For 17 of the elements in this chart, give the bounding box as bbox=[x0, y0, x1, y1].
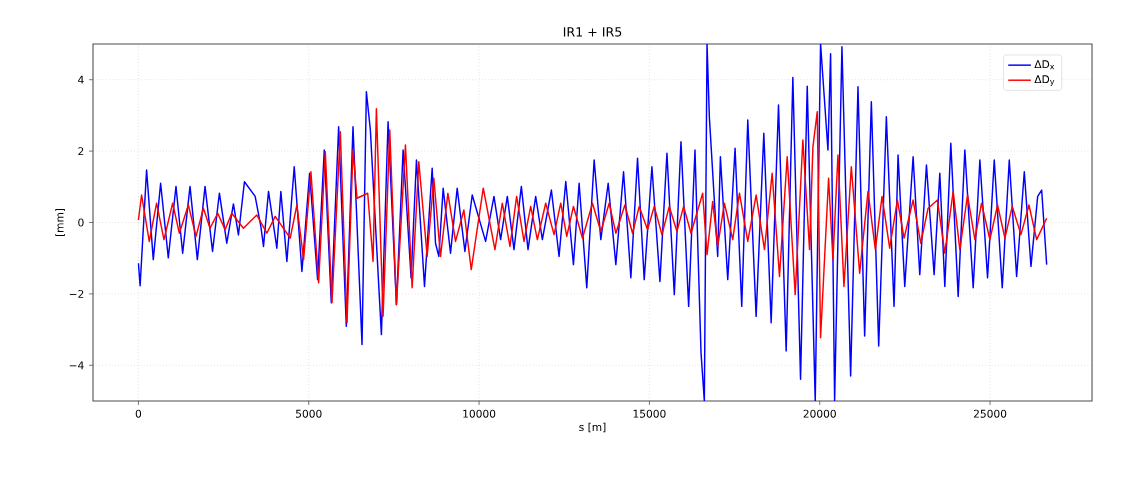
y-tick-label: 0 bbox=[78, 218, 84, 227]
x-axis-title: s [m] bbox=[579, 422, 606, 433]
y-tick-label: 2 bbox=[78, 147, 84, 156]
x-tick-label: 0 bbox=[135, 409, 142, 418]
legend-label: ΔD$_{x}$ bbox=[1034, 60, 1055, 70]
chart-title: IR1 + IR5 bbox=[563, 27, 622, 37]
y-tick-label: −2 bbox=[69, 289, 84, 298]
legend-label: ΔD$_{y}$ bbox=[1034, 75, 1055, 87]
x-tick-label: 20000 bbox=[803, 409, 836, 418]
x-tick-label: 5000 bbox=[296, 409, 322, 418]
x-tick-label: 25000 bbox=[973, 409, 1007, 418]
line-series bbox=[137, 107, 1048, 339]
x-tick-label: 15000 bbox=[633, 409, 666, 418]
x-tick-label: 10000 bbox=[463, 409, 496, 418]
y-tick-label: 4 bbox=[78, 75, 84, 84]
y-axis-title: [mm] bbox=[55, 208, 65, 237]
y-tick-label: −4 bbox=[69, 361, 84, 370]
